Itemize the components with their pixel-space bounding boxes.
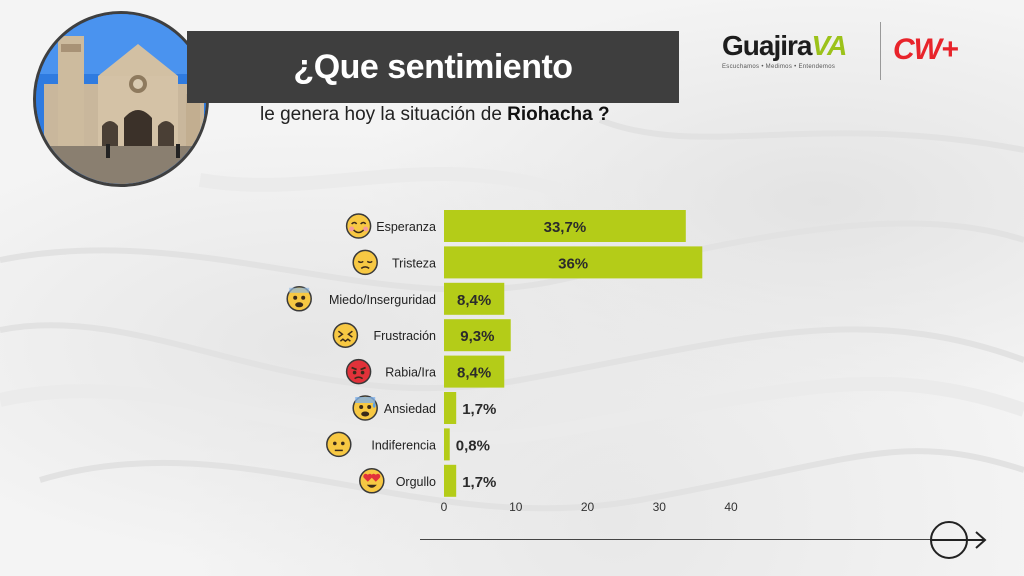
data-label-6: 0,8% [456,437,490,454]
category-label-5: Ansiedad [384,402,436,416]
anxious-sweat-face-emoji-icon [352,395,378,421]
page-title: ¿Que sentimiento [293,47,573,86]
category-label-1: Tristeza [392,256,436,270]
next-arrow-button[interactable] [928,519,990,566]
guajira-logo-tagline: Escuchamos • Medimos • Entendemos [722,64,836,70]
confounded-face-emoji-icon [332,322,359,348]
data-label-5: 1,7% [462,401,496,418]
data-label-7: 1,7% [462,474,496,491]
x-tick-label-0: 0 [441,500,448,514]
neutral-face-emoji-icon [326,431,352,458]
data-label-0: 33,7% [544,219,587,236]
arrow-right-icon [930,521,987,559]
x-tick-label-2: 20 [581,500,595,514]
logo-divider [880,22,881,80]
guajira-logo-word: Guajira [722,30,812,61]
bar-6 [444,428,450,461]
data-label-3: 9,3% [460,328,494,345]
data-label-2: 8,4% [457,292,491,309]
bar-3 [444,319,511,352]
guajira-va-logo: GuajiraVA Escuchamos • Medimos • Entende… [722,30,847,70]
subtitle-emphasis: Riohacha ? [507,104,610,125]
x-tick-label-1: 10 [509,500,523,514]
cw-plus-logo: CW+ [893,33,958,66]
category-label-3: Frustración [373,329,436,343]
bar-1 [444,246,703,279]
bar-7 [444,464,457,497]
subtitle-prefix: le genera hoy la situación de [260,104,508,125]
bar-5 [444,392,457,424]
title-band [187,31,679,103]
fearful-face-emoji-icon [286,286,312,312]
pensive-face-emoji-icon [352,249,378,276]
bar-0 [444,210,686,242]
category-label-2: Miedo/Inserguridad [329,293,436,307]
category-label-6: Indiferencia [371,438,436,452]
category-label-4: Rabia/Ira [385,366,436,380]
x-tick-label-4: 40 [724,500,738,514]
x-tick-label-3: 30 [653,500,667,514]
data-label-1: 36% [558,255,588,272]
bar-2 [444,282,505,315]
heart-eyes-face-emoji-icon [359,468,385,494]
smiling-face-emoji-icon [345,213,372,239]
data-label-4: 8,4% [457,365,491,382]
bottom-divider [420,539,930,540]
page-subtitle: le genera hoy la situación de Riohacha ? [260,104,680,126]
category-label-0: Esperanza [376,220,436,234]
cathedral-photo [33,11,209,187]
guajira-logo-va: VA [811,30,847,61]
bar-4 [444,355,505,388]
category-label-7: Orgullo [396,475,436,489]
angry-face-emoji-icon [345,358,372,385]
